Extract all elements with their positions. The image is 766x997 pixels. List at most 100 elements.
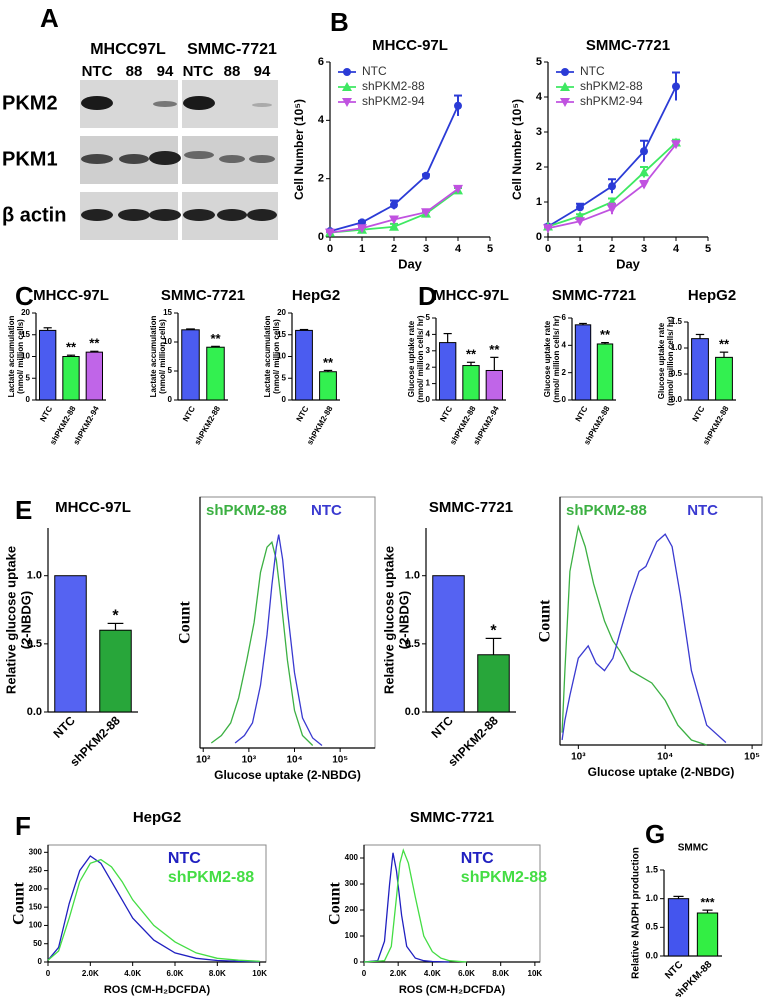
series-line bbox=[47, 855, 260, 963]
series-line bbox=[561, 524, 707, 746]
y-axis-label: Count bbox=[11, 881, 28, 924]
x-tick-label: 10⁴ bbox=[657, 752, 673, 763]
band bbox=[153, 101, 177, 107]
y-tick-label: 5 bbox=[426, 313, 431, 322]
y-tick-label: 1.5 bbox=[671, 317, 683, 326]
band bbox=[119, 154, 149, 164]
marker bbox=[389, 215, 399, 225]
x-tick-label: 0 bbox=[362, 969, 367, 978]
y-tick-label: 5 bbox=[536, 56, 542, 68]
legend-marker bbox=[560, 82, 570, 91]
bar bbox=[439, 342, 457, 401]
x-tick-label: 10⁴ bbox=[286, 755, 302, 766]
x-axis-label: Day bbox=[616, 256, 641, 271]
y-tick-label: 2 bbox=[318, 173, 324, 185]
y-axis-label: (nmol/ million cells) bbox=[158, 319, 167, 394]
chart-title: HepG2 bbox=[688, 287, 736, 304]
x-tick-label: shPKM2-88 bbox=[193, 404, 223, 446]
chart-title: MHCC-97L bbox=[55, 499, 131, 516]
y-tick-label: 5 bbox=[282, 373, 287, 382]
panel-letter: F bbox=[15, 811, 31, 841]
x-tick-label: 5 bbox=[487, 243, 493, 255]
legend-label: shPKM2-88 bbox=[580, 79, 643, 93]
marker bbox=[421, 208, 431, 218]
y-axis-label: Cell Number (10⁵) bbox=[510, 99, 524, 200]
y-axis-label: Lactate accumulation bbox=[7, 315, 16, 397]
chart-title: MHCC-97L bbox=[33, 287, 109, 304]
lane-label: NTC bbox=[183, 63, 214, 80]
y-axis-label: Count bbox=[177, 600, 194, 643]
band bbox=[183, 96, 215, 110]
bar bbox=[667, 898, 690, 957]
bar bbox=[62, 356, 80, 401]
x-tick-label: 2.0K bbox=[390, 969, 407, 978]
y-axis-label: (2-NBDG) bbox=[18, 591, 33, 650]
significance: ** bbox=[210, 331, 221, 346]
panel-letter: G bbox=[645, 819, 665, 849]
y-tick-label: 10 bbox=[277, 352, 286, 361]
x-tick-label: 4.0K bbox=[424, 969, 441, 978]
band bbox=[249, 155, 275, 163]
bar bbox=[574, 324, 592, 401]
y-tick-label: 4 bbox=[562, 340, 567, 349]
x-tick-label: 0 bbox=[46, 969, 51, 978]
y-tick-label: 1.0 bbox=[671, 343, 683, 352]
y-axis-label: (mmol/ million cells/ hr) bbox=[666, 316, 675, 406]
band bbox=[149, 151, 181, 165]
plot-frame bbox=[199, 496, 376, 749]
bar bbox=[85, 351, 103, 401]
y-axis-label: (nmol/ million cells/ hr) bbox=[552, 315, 561, 402]
y-tick-label: 0.0 bbox=[27, 706, 42, 718]
legend-label: shPKM2-94 bbox=[580, 94, 643, 108]
x-tick-label: 0 bbox=[327, 243, 333, 255]
y-tick-label: 0 bbox=[282, 395, 287, 404]
y-tick-label: 15 bbox=[163, 308, 172, 317]
marker bbox=[576, 203, 584, 212]
x-tick-label: 8.0K bbox=[209, 969, 226, 978]
legend-label: NTC bbox=[687, 502, 718, 519]
y-tick-label: 150 bbox=[29, 902, 43, 911]
band bbox=[183, 209, 215, 221]
x-tick-label: 10³ bbox=[242, 755, 257, 766]
x-tick-label: 10⁵ bbox=[744, 752, 760, 763]
y-tick-label: 0.0 bbox=[405, 706, 420, 718]
bar bbox=[596, 343, 614, 401]
x-tick-label: 1 bbox=[577, 243, 583, 255]
y-tick-label: 300 bbox=[29, 847, 43, 856]
group-label: MHCC97L bbox=[90, 41, 166, 58]
x-tick-label: 10K bbox=[252, 969, 267, 978]
bar bbox=[691, 338, 709, 401]
legend-label: NTC bbox=[580, 64, 605, 78]
bar bbox=[206, 346, 225, 401]
series-line bbox=[210, 540, 314, 746]
band bbox=[81, 154, 113, 164]
legend-marker bbox=[560, 98, 570, 107]
series-line bbox=[363, 848, 467, 963]
y-tick-label: 10 bbox=[21, 352, 30, 361]
x-tick-label: NTC bbox=[295, 404, 311, 423]
chart-title: SMMC bbox=[678, 843, 709, 854]
chart-title: SMMC-7721 bbox=[410, 809, 494, 826]
significance: ** bbox=[719, 337, 730, 352]
bar bbox=[54, 575, 87, 713]
y-tick-label: 1.0 bbox=[27, 570, 42, 582]
bar bbox=[485, 369, 503, 401]
x-tick-label: 6.0K bbox=[167, 969, 184, 978]
x-tick-label: 10⁵ bbox=[332, 755, 348, 766]
series-line bbox=[47, 858, 260, 962]
x-tick-label: NTC bbox=[38, 404, 54, 423]
marker bbox=[639, 180, 649, 190]
legend-label: NTC bbox=[461, 850, 494, 867]
marker bbox=[575, 217, 585, 227]
bar bbox=[39, 329, 57, 401]
y-tick-label: 0 bbox=[562, 395, 567, 404]
significance: ** bbox=[466, 347, 477, 362]
x-tick-label: 10K bbox=[528, 969, 543, 978]
series-line bbox=[329, 105, 459, 233]
x-tick-label: NTC bbox=[438, 404, 454, 423]
legend-label: shPKM2-88 bbox=[168, 869, 254, 886]
y-tick-label: 0 bbox=[426, 395, 431, 404]
y-tick-label: 5 bbox=[168, 366, 173, 375]
y-axis-label: Count bbox=[327, 881, 344, 924]
